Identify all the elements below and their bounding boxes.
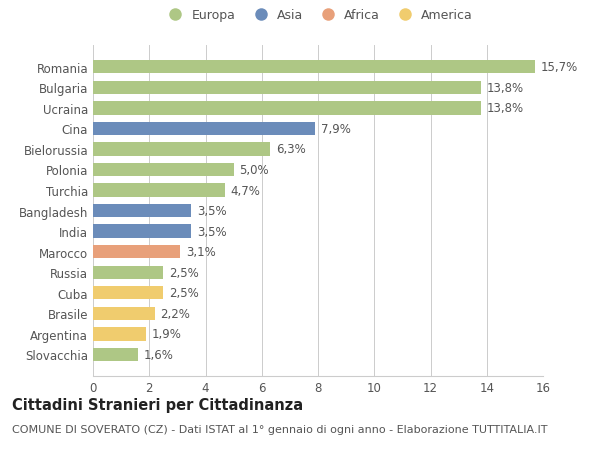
Text: 2,5%: 2,5% (169, 266, 199, 279)
Bar (93, 225, 191, 238)
Bar (93, 81, 481, 95)
Text: 3,5%: 3,5% (197, 225, 227, 238)
Legend: Europa, Asia, Africa, America: Europa, Asia, Africa, America (163, 9, 473, 22)
Text: 2,5%: 2,5% (169, 287, 199, 300)
Bar (93, 61, 535, 74)
Text: 5,0%: 5,0% (239, 164, 269, 177)
Bar (93, 184, 225, 197)
Text: 3,5%: 3,5% (197, 205, 227, 218)
Text: 13,8%: 13,8% (487, 102, 524, 115)
Text: 6,3%: 6,3% (276, 143, 305, 156)
Bar (93, 286, 163, 300)
Bar (93, 348, 138, 361)
Text: 4,7%: 4,7% (231, 184, 260, 197)
Bar (93, 204, 191, 218)
Text: 13,8%: 13,8% (487, 82, 524, 95)
Bar (93, 123, 315, 136)
Text: 1,9%: 1,9% (152, 328, 182, 341)
Bar (93, 328, 146, 341)
Text: Cittadini Stranieri per Cittadinanza: Cittadini Stranieri per Cittadinanza (12, 397, 303, 412)
Bar (93, 143, 270, 156)
Text: 2,2%: 2,2% (161, 307, 190, 320)
Text: 15,7%: 15,7% (540, 61, 577, 74)
Text: COMUNE DI SOVERATO (CZ) - Dati ISTAT al 1° gennaio di ogni anno - Elaborazione T: COMUNE DI SOVERATO (CZ) - Dati ISTAT al … (12, 425, 548, 435)
Text: 3,1%: 3,1% (186, 246, 215, 258)
Bar (93, 307, 155, 320)
Bar (93, 102, 481, 115)
Text: 7,9%: 7,9% (321, 123, 350, 135)
Bar (93, 266, 163, 280)
Bar (93, 163, 233, 177)
Bar (93, 246, 180, 259)
Text: 1,6%: 1,6% (143, 348, 173, 361)
